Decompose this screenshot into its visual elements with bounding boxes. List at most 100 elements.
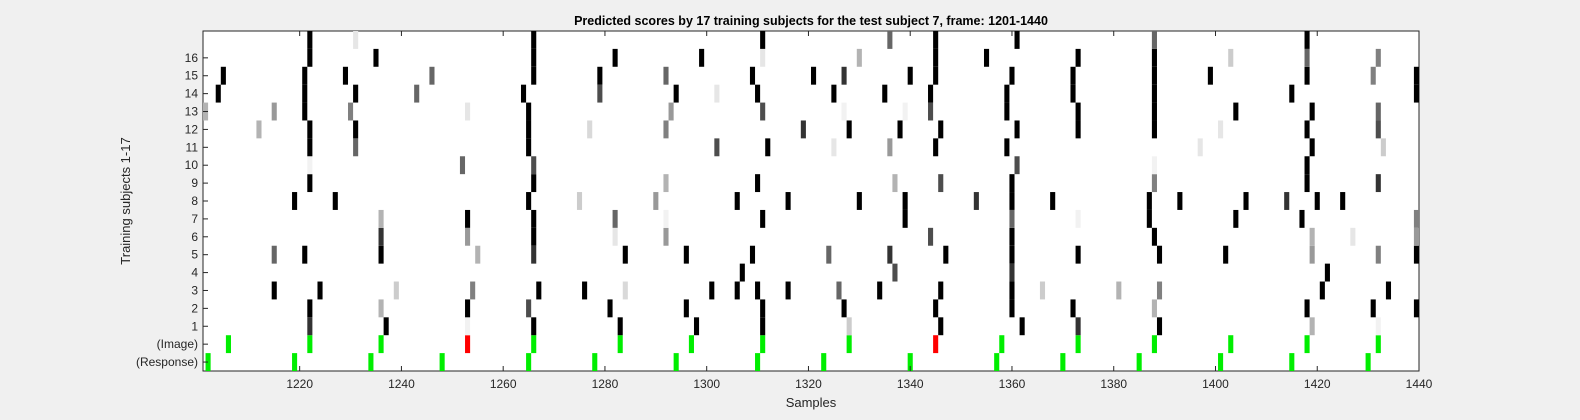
score-cell-subject-3 bbox=[755, 281, 761, 300]
score-cell-subject-7 bbox=[378, 209, 384, 228]
score-cell-subject-2 bbox=[683, 299, 689, 318]
score-cell-subject-9 bbox=[531, 174, 537, 193]
x-axis-label: Samples bbox=[786, 395, 837, 410]
score-cell-subject-3 bbox=[734, 281, 740, 300]
response-marker bbox=[1365, 353, 1371, 371]
score-cell-subject-14 bbox=[597, 84, 603, 103]
score-cell-subject-5 bbox=[1375, 245, 1381, 264]
score-cell-subject-1 bbox=[1019, 317, 1025, 336]
score-cell-subject-16 bbox=[373, 48, 379, 67]
x-tick-label: 1440 bbox=[1406, 377, 1433, 391]
score-cell-subject-13 bbox=[348, 102, 354, 121]
x-tick-label: 1380 bbox=[1100, 377, 1127, 391]
score-cell-subject-6 bbox=[1309, 227, 1315, 246]
score-cell-subject-15 bbox=[531, 66, 537, 85]
score-cell-subject-13 bbox=[928, 102, 934, 121]
response-marker bbox=[907, 353, 913, 371]
score-cell-subject-11 bbox=[1309, 138, 1315, 157]
y-tick-label: 5 bbox=[191, 248, 198, 262]
score-cell-subject-13 bbox=[760, 102, 766, 121]
score-cell-subject-16 bbox=[1075, 48, 1081, 67]
score-cell-subject-9 bbox=[663, 174, 669, 193]
score-cell-subject-8 bbox=[902, 192, 908, 210]
score-cell-subject-13 bbox=[902, 102, 908, 121]
score-cell-subject-15 bbox=[663, 66, 669, 85]
score-cell-subject-7 bbox=[1413, 209, 1419, 228]
score-cell-subject-10 bbox=[307, 156, 313, 175]
plot-area bbox=[202, 30, 1420, 372]
score-cell-subject-12 bbox=[800, 120, 806, 139]
x-axis-ticks: 1220 1240 1260 1280 1300 1320 1340 1360 1380 1400… bbox=[286, 31, 1433, 391]
score-cell-subject-16 bbox=[933, 48, 939, 67]
score-cell-subject-12 bbox=[256, 120, 262, 139]
score-cell-subject-5 bbox=[1156, 245, 1163, 264]
x-tick-label: 1220 bbox=[286, 377, 313, 391]
score-cell-subject-13 bbox=[668, 102, 674, 121]
score-cell-subject-12 bbox=[1375, 120, 1381, 139]
score-cell-subject-14 bbox=[882, 84, 888, 103]
score-cell-subject-14 bbox=[215, 84, 221, 103]
y-axis-label: Training subjects 1-17 bbox=[118, 137, 133, 264]
score-cell-subject-5 bbox=[475, 245, 481, 264]
image-target-marker bbox=[1151, 335, 1157, 354]
score-cell-subject-9 bbox=[307, 174, 313, 193]
image-nontarget-marker bbox=[933, 335, 939, 354]
score-cell-subject-13 bbox=[271, 102, 277, 121]
score-cell-subject-8 bbox=[1177, 192, 1183, 210]
score-cell-subject-1 bbox=[465, 317, 471, 336]
score-cell-subject-12 bbox=[587, 120, 593, 139]
score-cell-subject-2 bbox=[607, 299, 613, 318]
score-cell-subject-2 bbox=[933, 299, 939, 318]
score-cell-subject-14 bbox=[302, 84, 308, 103]
score-cell-subject-5 bbox=[943, 245, 949, 264]
score-cell-subject-13 bbox=[526, 102, 532, 121]
score-cell-subject-2 bbox=[1370, 299, 1376, 318]
score-cell-subject-5 bbox=[302, 245, 308, 264]
score-cell-subject-8 bbox=[576, 192, 583, 210]
score-cell-subject-7 bbox=[1075, 209, 1081, 228]
score-cell-subject-8 bbox=[1340, 192, 1346, 210]
score-cell-subject-6 bbox=[378, 227, 384, 246]
score-cell-subject-12 bbox=[307, 120, 313, 139]
score-cell-subject-16 bbox=[760, 48, 766, 67]
score-cell-subject-11 bbox=[1197, 138, 1203, 157]
score-cell-subject-14 bbox=[1289, 84, 1295, 103]
score-cell-subject-11 bbox=[714, 138, 720, 157]
score-cell-subject-12 bbox=[1075, 120, 1081, 139]
score-cell-subject-12 bbox=[938, 120, 944, 139]
score-cell-subject-5 bbox=[531, 245, 537, 264]
score-cell-subject-5 bbox=[1309, 245, 1315, 264]
score-cell-subject-5 bbox=[271, 245, 277, 264]
score-cell-subject-8 bbox=[292, 192, 298, 210]
score-cell-subject-5 bbox=[887, 245, 893, 264]
score-cell-subject-9 bbox=[755, 174, 761, 193]
y-tick-label: 14 bbox=[185, 87, 199, 101]
score-cell-subject-12 bbox=[897, 120, 903, 139]
score-cell-subject-1 bbox=[307, 317, 313, 336]
score-cell-subject-15 bbox=[1413, 66, 1419, 85]
score-cell-subject-4 bbox=[892, 263, 898, 282]
score-cell-subject-14 bbox=[1413, 84, 1419, 103]
score-cell-subject-2 bbox=[307, 299, 313, 318]
image-target-marker bbox=[1304, 335, 1310, 354]
score-cell-subject-2 bbox=[1413, 299, 1419, 318]
score-cell-subject-3 bbox=[536, 281, 542, 300]
score-cell-subject-15 bbox=[597, 66, 603, 85]
score-cell-subject-13 bbox=[1375, 102, 1381, 121]
score-cell-subject-5 bbox=[1009, 245, 1015, 264]
score-cell-subject-9 bbox=[1375, 174, 1381, 193]
score-cell-subject-11 bbox=[526, 138, 532, 157]
response-marker bbox=[526, 353, 532, 371]
score-cell-subject-1 bbox=[1309, 317, 1315, 336]
score-cell-subject-10 bbox=[1151, 156, 1157, 175]
score-cell-subject-8 bbox=[653, 192, 659, 210]
score-cell-subject-9 bbox=[892, 174, 898, 193]
y-tick-label: 9 bbox=[191, 176, 198, 190]
score-cell-subject-7 bbox=[1299, 209, 1305, 228]
y-tick-label: 2 bbox=[191, 301, 198, 315]
score-cell-subject-6 bbox=[531, 227, 537, 246]
score-cell-subject-8 bbox=[526, 192, 532, 210]
score-cell-subject-4 bbox=[1324, 263, 1330, 282]
score-cell-subject-3 bbox=[622, 281, 628, 300]
score-cell-subject-8 bbox=[1284, 192, 1290, 210]
